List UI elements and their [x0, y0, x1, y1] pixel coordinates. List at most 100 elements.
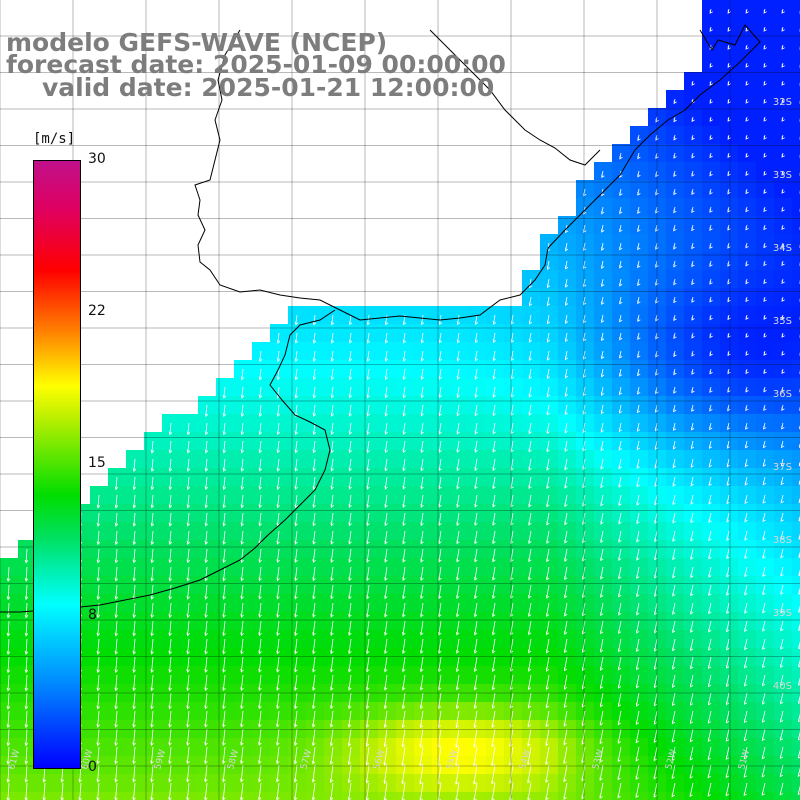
- wind-arrow: [673, 368, 677, 376]
- wind-arrow: [294, 710, 298, 728]
- wind-arrow: [401, 710, 406, 729]
- wind-arrow: [779, 764, 784, 778]
- wind-arrow: [204, 746, 208, 765]
- wind-arrow: [330, 368, 335, 381]
- wind-arrow: [637, 368, 641, 377]
- wind-arrow: [618, 620, 622, 635]
- wind-arrow: [781, 260, 785, 267]
- wind-arrow: [635, 692, 640, 707]
- wind-arrow: [312, 548, 316, 563]
- wind-arrow: [780, 656, 784, 668]
- wind-arrow: [474, 674, 478, 691]
- wind-arrow: [545, 764, 550, 783]
- wind-arrow: [510, 332, 515, 343]
- wind-arrow: [726, 656, 730, 669]
- wind-arrow: [564, 494, 568, 508]
- wind-arrow: [114, 602, 119, 619]
- wind-arrow: [727, 188, 731, 195]
- wind-arrow: [563, 746, 568, 765]
- wind-arrow: [132, 674, 136, 692]
- wind-speed-cell: [792, 216, 800, 235]
- wind-arrow: [402, 530, 406, 545]
- wind-arrow: [420, 422, 424, 435]
- wind-arrow: [96, 530, 101, 546]
- wind-arrow: [726, 494, 730, 505]
- wind-speed-cell: [792, 162, 800, 181]
- wind-arrow: [240, 638, 244, 655]
- wind-arrow: [312, 404, 317, 417]
- wind-arrow: [384, 332, 389, 344]
- wind-arrow: [779, 746, 784, 760]
- wind-arrow: [438, 530, 442, 545]
- wind-arrow: [186, 548, 191, 564]
- wind-arrow: [707, 746, 712, 761]
- wind-arrow: [402, 386, 407, 399]
- wind-arrow: [545, 692, 550, 709]
- wind-arrow: [474, 584, 478, 599]
- wind-speed-cell: [792, 72, 800, 91]
- wind-arrow: [726, 548, 730, 560]
- wind-arrow: [725, 710, 730, 724]
- wind-arrow: [420, 350, 425, 362]
- wind-arrow: [402, 332, 407, 344]
- wind-arrow: [781, 44, 785, 50]
- wind-arrow: [709, 404, 713, 412]
- wind-speed-cell: [540, 792, 559, 800]
- wind-speed-cell: [522, 792, 541, 800]
- wind-speed-cell: [306, 792, 325, 800]
- wind-arrow: [763, 116, 767, 122]
- wind-arrow: [186, 728, 190, 746]
- wind-arrow: [798, 515, 800, 522]
- wind-speed-cell: [468, 792, 487, 800]
- wind-arrow: [528, 548, 532, 563]
- wind-speed-cell: [792, 342, 800, 361]
- wind-arrow: [528, 404, 532, 416]
- wind-arrow: [168, 746, 172, 765]
- wind-arrow: [636, 602, 640, 616]
- wind-arrow: [6, 638, 11, 655]
- wind-arrow: [601, 242, 605, 251]
- wind-arrow: [402, 566, 406, 581]
- wind-speed-cell: [792, 504, 800, 523]
- wind-arrow: [366, 332, 371, 344]
- wind-arrow: [637, 206, 641, 214]
- wind-arrow: [743, 710, 748, 724]
- wind-arrow: [601, 386, 605, 396]
- wind-arrow: [635, 710, 640, 726]
- wind-arrow: [294, 638, 298, 655]
- wind-arrow: [691, 260, 695, 268]
- wind-arrow: [6, 728, 11, 747]
- wind-arrow: [636, 548, 640, 561]
- wind-arrow: [762, 566, 766, 577]
- wind-arrow: [150, 620, 155, 637]
- wind-arrow: [708, 530, 712, 542]
- wind-arrow: [763, 170, 767, 176]
- wind-arrow: [781, 314, 785, 320]
- wind-arrow: [528, 620, 532, 636]
- wind-arrow: [546, 422, 550, 435]
- wind-arrow: [132, 602, 137, 619]
- wind-speed-cell: [738, 792, 757, 800]
- wind-arrow: [474, 494, 478, 508]
- wind-arrow: [186, 584, 190, 600]
- wind-arrow: [438, 548, 442, 563]
- wind-arrow: [240, 494, 245, 509]
- wind-arrow: [636, 512, 640, 525]
- wind-arrow: [727, 404, 731, 412]
- wind-arrow: [672, 458, 676, 469]
- wind-arrow: [637, 242, 641, 251]
- wind-arrow: [763, 152, 767, 158]
- wind-arrow: [132, 656, 136, 674]
- wind-arrow: [763, 188, 767, 194]
- wind-arrow: [491, 782, 496, 800]
- wind-arrow: [276, 494, 281, 509]
- wind-arrow: [636, 674, 640, 689]
- wind-arrow: [727, 278, 731, 285]
- wind-arrow: [672, 530, 676, 542]
- wind-arrow: [420, 494, 424, 508]
- wind-arrow: [456, 674, 460, 691]
- wind-arrow: [240, 620, 244, 637]
- wind-arrow: [437, 710, 442, 729]
- wind-arrow: [402, 674, 406, 691]
- wind-arrow: [780, 638, 784, 650]
